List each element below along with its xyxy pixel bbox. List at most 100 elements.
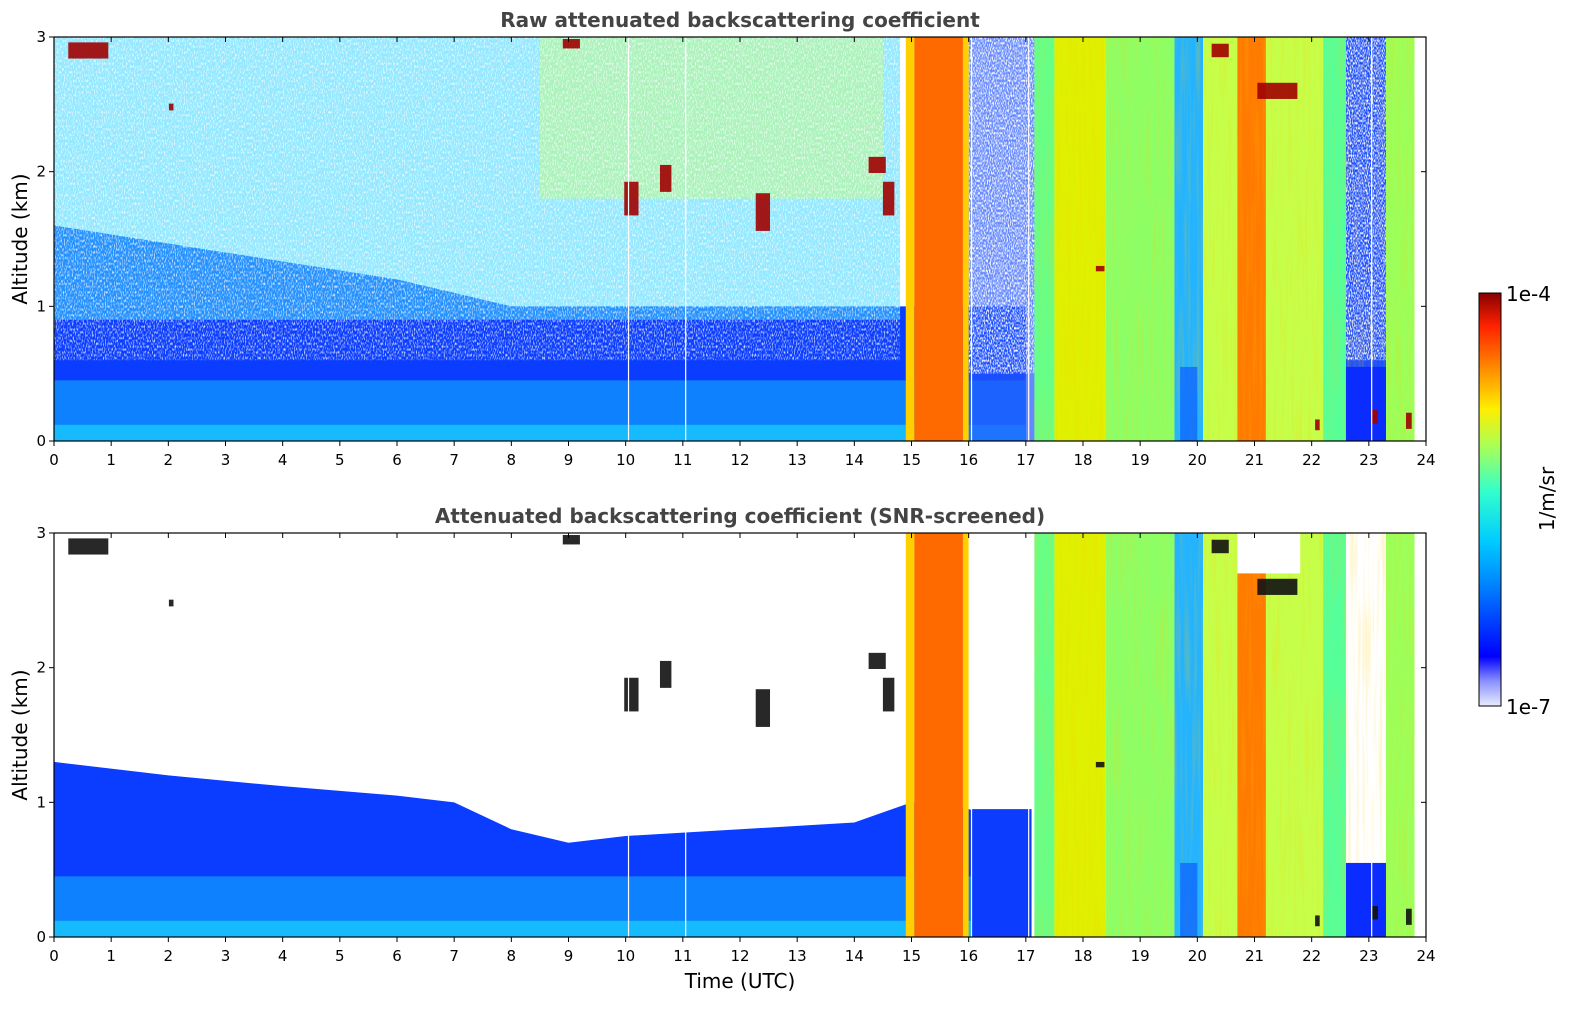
raw-x-tick-label: 4: [278, 451, 288, 469]
raw-x-tick-label: 3: [221, 451, 231, 469]
colorbar-min-label: 1e-7: [1506, 695, 1551, 719]
screened-x-tick-label: 3: [221, 947, 231, 965]
raw-x-tick-label: 21: [1245, 451, 1264, 469]
raw-y-tick-label: 2: [36, 163, 46, 181]
raw-x-tick-label: 12: [730, 451, 749, 469]
raw-cloud-feature-7: [882, 181, 895, 216]
raw-cloud-feature-1: [168, 103, 174, 111]
raw-x-tick-label: 22: [1302, 451, 1321, 469]
raw-x-tick-label: 14: [845, 451, 864, 469]
raw-column-0: [905, 37, 915, 441]
screened-x-tick-label: 11: [673, 947, 692, 965]
raw-cloud-feature-13: [1405, 412, 1412, 429]
screened-x-tick-label: 18: [1073, 947, 1092, 965]
raw-panel-title: Raw attenuated backscattering coefficien…: [500, 8, 980, 32]
raw-cloud-feature-4: [659, 164, 672, 192]
screened-y-tick-label: 1: [36, 793, 46, 811]
raw-x-ticks: 0 1 2 3 4 5 6 7 8 9 10 11 12 13 14 15 16 17 18 19 20 21 22 23 24: [49, 37, 1436, 469]
screened-cloud-feature-1: [168, 599, 174, 607]
screened-x-tick-label: 2: [164, 947, 174, 965]
screened-x-tick-label: 10: [616, 947, 635, 965]
screened-x-tick-label: 19: [1131, 947, 1150, 965]
screened-cloud-feature-6: [868, 652, 886, 670]
screened-cloud-feature-4: [659, 660, 672, 688]
screened-x-tick-label: 24: [1416, 947, 1435, 965]
raw-cloud-feature-2: [562, 39, 580, 49]
raw-x-tick-label: 11: [673, 451, 692, 469]
screened-x-tick-label: 7: [449, 947, 459, 965]
colorbar-gradient: [1478, 292, 1502, 707]
screened-x-tick-label: 21: [1245, 947, 1264, 965]
raw-cloud-feature-12: [1371, 410, 1378, 424]
screened-backscatter-panel: Attenuated backscattering coefficient (S…: [8, 504, 1436, 993]
screened-cloud-feature-2: [562, 535, 580, 545]
screened-x-tick-label: 1: [106, 947, 116, 965]
screened-column-2: [962, 533, 969, 937]
screened-x-tick-label: 15: [902, 947, 921, 965]
screened-cloud-feature-8: [1257, 578, 1298, 595]
raw-y-ticks: 0 1 2 3: [36, 28, 1426, 450]
screened-cloud-feature-7: [882, 677, 895, 712]
screened-y-tick-label: 0: [36, 928, 46, 946]
raw-y-tick-label: 1: [36, 297, 46, 315]
raw-x-tick-label: 9: [564, 451, 574, 469]
screened-x-tick-label: 4: [278, 947, 288, 965]
raw-cloud-feature-6: [868, 156, 886, 174]
raw-x-tick-label: 17: [1016, 451, 1035, 469]
screened-x-tick-label: 22: [1302, 947, 1321, 965]
raw-column-1: [914, 37, 963, 441]
colorbar-unit-label: 1/m/sr: [1535, 466, 1559, 531]
raw-cloud-feature-8: [1257, 82, 1298, 99]
screened-cloud-feature-5: [755, 689, 771, 727]
colorbar: 1e-4 1e-7 1/m/sr: [1478, 282, 1559, 719]
screened-x-tick-label: 16: [959, 947, 978, 965]
raw-x-tick-label: 6: [392, 451, 402, 469]
raw-x-tick-label: 16: [959, 451, 978, 469]
raw-x-tick-label: 0: [49, 451, 59, 469]
raw-column-2: [962, 37, 969, 441]
screened-y-tick-label: 2: [36, 659, 46, 677]
raw-y-axis-label: Altitude (km): [8, 173, 32, 304]
screened-heatmap-area: [54, 533, 1426, 937]
screened-x-tick-label: 9: [564, 947, 574, 965]
raw-y-tick-label: 3: [36, 28, 46, 46]
raw-y-tick-label: 0: [36, 432, 46, 450]
raw-cloud-feature-0: [68, 42, 109, 59]
raw-x-tick-label: 20: [1188, 451, 1207, 469]
screened-column-1: [914, 533, 963, 937]
raw-x-tick-label: 10: [616, 451, 635, 469]
raw-cloud-feature-11: [1315, 419, 1320, 431]
screened-column-0: [905, 533, 915, 937]
raw-x-tick-label: 7: [449, 451, 459, 469]
screened-x-tick-label: 17: [1016, 947, 1035, 965]
raw-heatmap-area: [54, 37, 1426, 441]
screened-x-tick-label: 14: [845, 947, 864, 965]
raw-x-tick-label: 18: [1073, 451, 1092, 469]
screened-y-axis-label: Altitude (km): [8, 669, 32, 800]
raw-x-tick-label: 1: [106, 451, 116, 469]
screened-y-ticks: 0 1 2 3: [36, 524, 1426, 946]
screened-panel-title: Attenuated backscattering coefficient (S…: [435, 504, 1045, 528]
screened-cloud-feature-0: [68, 538, 109, 555]
raw-x-tick-label: 8: [507, 451, 517, 469]
screened-cloud-feature-12: [1371, 906, 1378, 920]
raw-x-tick-label: 2: [164, 451, 174, 469]
raw-x-tick-label: 15: [902, 451, 921, 469]
raw-x-tick-label: 5: [335, 451, 345, 469]
colorbar-max-label: 1e-4: [1506, 282, 1551, 306]
raw-cloud-feature-3: [624, 181, 639, 216]
screened-x-tick-label: 6: [392, 947, 402, 965]
screened-cloud-feature-13: [1405, 908, 1412, 925]
screened-x-tick-label: 23: [1359, 947, 1378, 965]
screened-x-tick-label: 13: [788, 947, 807, 965]
raw-x-tick-label: 24: [1416, 451, 1435, 469]
screened-cloud-feature-3: [624, 677, 639, 712]
raw-cloud-feature-5: [755, 193, 771, 231]
screened-x-ticks: 0 1 2 3 4 5 6 7 8 9 10 11 12 13 14 15 16 17 18 19 20 21 22 23 24: [49, 533, 1436, 965]
screened-x-tick-label: 0: [49, 947, 59, 965]
screened-y-tick-label: 3: [36, 524, 46, 542]
screened-cloud-feature-11: [1315, 915, 1320, 927]
screened-cloud-feature-9: [1211, 539, 1229, 554]
raw-x-tick-label: 19: [1131, 451, 1150, 469]
